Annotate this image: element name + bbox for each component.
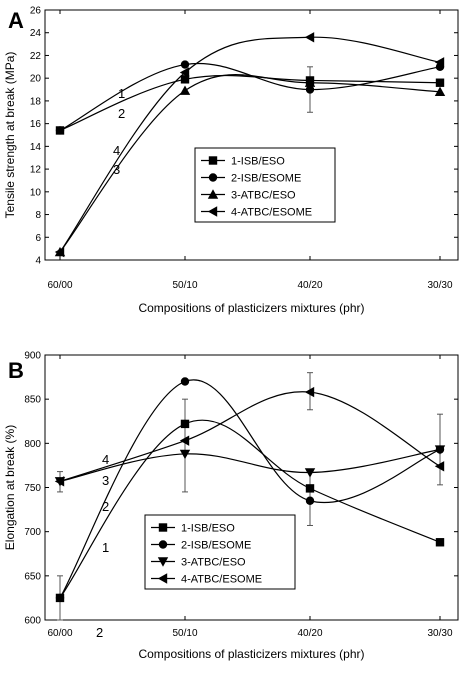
legend-entry: 1-ISB/ESO bbox=[231, 156, 285, 168]
series-1-point bbox=[435, 78, 445, 87]
series-4-point bbox=[179, 435, 190, 446]
y-tick-label: 850 bbox=[24, 395, 41, 406]
x-tick-label: 40/20 bbox=[297, 628, 322, 639]
series-4-point bbox=[54, 246, 65, 258]
x-tick-label: 40/20 bbox=[297, 280, 322, 291]
legend-marker bbox=[158, 523, 168, 532]
y-tick-label: 600 bbox=[24, 616, 41, 627]
panel-B: B 600 650 700 750 800 850 900 60/00 50/10 40/20 30/… bbox=[3, 351, 459, 661]
series-line-2 bbox=[59, 62, 441, 131]
curve-label-3: 3 bbox=[113, 162, 120, 177]
curve-label-4: 4 bbox=[113, 143, 120, 158]
y-tick-label: 14 bbox=[30, 142, 42, 153]
legend-entry: 1-ISB/ESO bbox=[181, 523, 235, 535]
y-tick-label: 900 bbox=[24, 351, 41, 362]
legend-marker bbox=[207, 206, 218, 217]
y-tick-label: 12 bbox=[30, 165, 42, 176]
series-3-point bbox=[434, 445, 446, 455]
y-tick-label: 18 bbox=[30, 96, 42, 107]
legend-marker bbox=[207, 189, 219, 199]
y-tick-label: 24 bbox=[30, 28, 42, 39]
series-4-point bbox=[179, 67, 190, 78]
y-tick-label: 26 bbox=[30, 6, 42, 17]
curve-label-1: 1 bbox=[102, 540, 109, 555]
series-line-1 bbox=[59, 419, 441, 599]
series-4-point bbox=[434, 57, 445, 68]
y-tick-label: 16 bbox=[30, 119, 42, 130]
y-axis-title: Tensile strength at break (MPa) bbox=[3, 52, 17, 219]
series-3-point bbox=[434, 86, 446, 97]
series-line-1 bbox=[59, 74, 441, 132]
series-2-point bbox=[180, 60, 190, 69]
series-4-point bbox=[304, 32, 315, 43]
legend-entry: 3-ATBC/ESO bbox=[231, 190, 296, 202]
curve-label-2: 2 bbox=[118, 106, 125, 121]
series-3-point bbox=[179, 85, 191, 95]
y-tick-label: 8 bbox=[35, 210, 41, 221]
y-axis-title: Elongation at break (%) bbox=[3, 425, 17, 550]
x-annotation: 2 bbox=[96, 625, 103, 640]
y-tick-label: 10 bbox=[30, 187, 42, 198]
curve-label-2: 2 bbox=[102, 499, 109, 514]
series-3-point bbox=[304, 468, 316, 478]
x-axis-title: Compositions of plasticizers mixtures (p… bbox=[138, 647, 364, 661]
y-tick-label: 22 bbox=[30, 51, 42, 62]
series-1-point bbox=[180, 419, 190, 429]
legend-marker bbox=[157, 573, 168, 584]
x-tick-label: 50/10 bbox=[172, 280, 197, 291]
panel-letter: A bbox=[8, 8, 24, 33]
x-axis-title: Compositions of plasticizers mixtures (p… bbox=[138, 301, 364, 315]
series-line-3 bbox=[59, 74, 441, 253]
y-tick-label: 700 bbox=[24, 527, 41, 538]
y-tick-label: 800 bbox=[24, 439, 41, 450]
series-2-point bbox=[305, 85, 315, 94]
series-1-point bbox=[305, 484, 315, 493]
series-1-point bbox=[435, 538, 445, 547]
legend-entry: 4-ATBC/ESOME bbox=[231, 207, 312, 219]
x-tick-label: 30/30 bbox=[427, 280, 452, 291]
series-3-point bbox=[304, 77, 316, 87]
series-line-4 bbox=[59, 391, 441, 482]
series-4-point bbox=[434, 461, 445, 472]
y-tick-label: 650 bbox=[24, 571, 41, 582]
x-tick-label: 60/00 bbox=[47, 280, 72, 291]
series-line-2 bbox=[59, 379, 441, 599]
panel-letter: B bbox=[8, 358, 24, 383]
series-2-point bbox=[180, 377, 190, 386]
legend-entry: 2-ISB/ESOME bbox=[231, 173, 301, 185]
series-3-point bbox=[179, 449, 191, 460]
curve-label-3: 3 bbox=[102, 473, 109, 488]
y-tick-label: 20 bbox=[30, 74, 42, 85]
series-2-point bbox=[55, 593, 65, 603]
series-line-4 bbox=[59, 36, 441, 253]
series-4-point bbox=[54, 476, 65, 487]
x-tick-label: 50/10 bbox=[172, 628, 197, 639]
series-2-point bbox=[55, 126, 65, 135]
series-4-point bbox=[304, 386, 315, 398]
curve-label-4: 4 bbox=[102, 452, 109, 467]
legend-entry: 2-ISB/ESOME bbox=[181, 540, 251, 552]
y-tick-label: 750 bbox=[24, 483, 41, 494]
legend-marker bbox=[208, 156, 218, 165]
x-tick-label: 60/00 bbox=[47, 628, 72, 639]
legend-entry: 4-ATBC/ESOME bbox=[181, 574, 262, 586]
x-tick-label: 30/30 bbox=[427, 628, 452, 639]
y-tick-label: 6 bbox=[35, 233, 41, 244]
y-tick-label: 4 bbox=[35, 256, 41, 267]
legend-marker bbox=[208, 173, 218, 182]
plot-frame bbox=[44, 9, 459, 261]
curve-label-1: 1 bbox=[118, 86, 125, 101]
series-1-point bbox=[180, 75, 190, 84]
series-line-3 bbox=[59, 448, 441, 482]
series-2-point bbox=[305, 496, 315, 505]
legend-marker bbox=[157, 557, 169, 567]
legend-marker bbox=[158, 540, 168, 549]
legend-entry: 3-ATBC/ESO bbox=[181, 557, 246, 569]
